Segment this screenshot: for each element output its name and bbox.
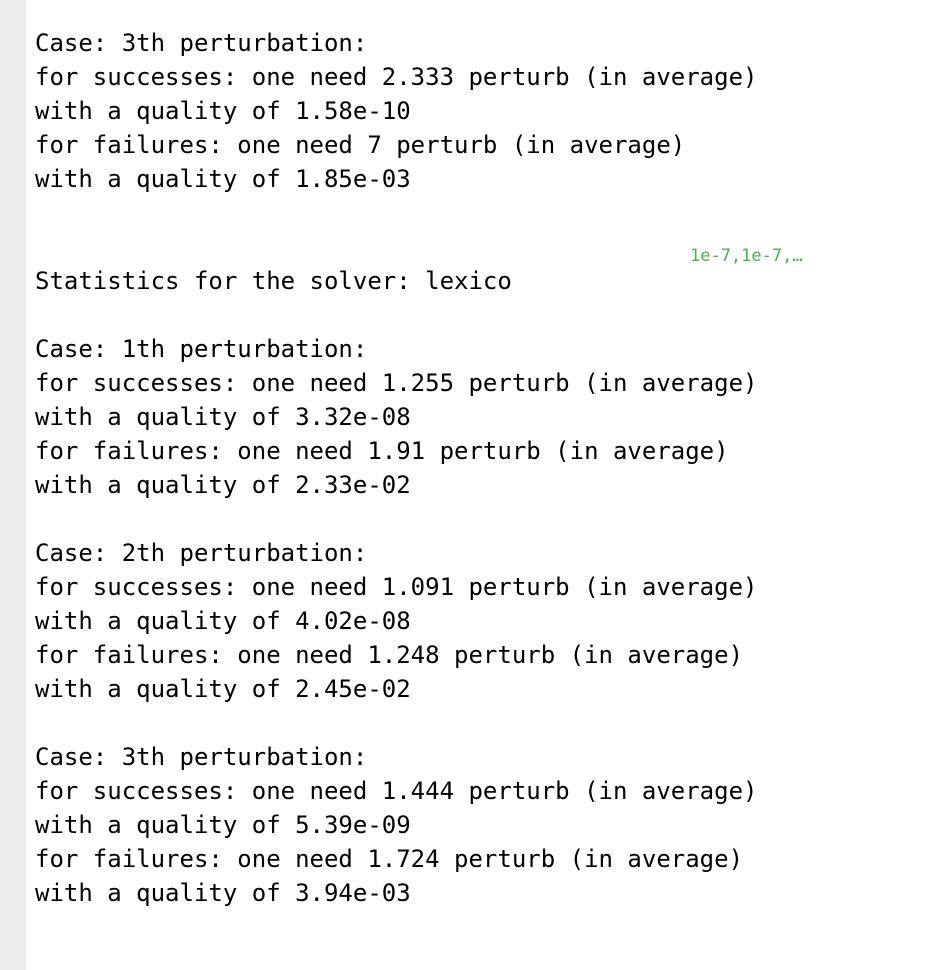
- successes-quality-line: with a quality of 4.02e-08: [35, 607, 411, 635]
- failures-quality-line: with a quality of 2.33e-02: [35, 471, 411, 499]
- cell-tag[interactable]: 1e-7,1e-7,…: [690, 246, 803, 266]
- failures-quality-line: with a quality of 1.85e-03: [35, 165, 411, 193]
- successes-line: for successes: one need 1.255 perturb (i…: [35, 369, 758, 397]
- failures-line: for failures: one need 1.724 perturb (in…: [35, 845, 744, 873]
- successes-line: for successes: one need 1.091 perturb (i…: [35, 573, 758, 601]
- successes-quality-line: with a quality of 3.32e-08: [35, 403, 411, 431]
- case-header: Case: 3th perturbation:: [35, 29, 368, 57]
- failures-quality-line: with a quality of 3.94e-03: [35, 879, 411, 907]
- case-header: Case: 3th perturbation:: [35, 743, 368, 771]
- cell-gutter: [0, 0, 26, 970]
- failures-line: for failures: one need 7 perturb (in ave…: [35, 131, 686, 159]
- cell-output: Case: 3th perturbation: for successes: o…: [35, 0, 905, 970]
- successes-line: for successes: one need 2.333 perturb (i…: [35, 63, 758, 91]
- case-header: Case: 1th perturbation:: [35, 335, 368, 363]
- failures-line: for failures: one need 1.91 perturb (in …: [35, 437, 729, 465]
- successes-quality-line: with a quality of 5.39e-09: [35, 811, 411, 839]
- successes-line: for successes: one need 1.444 perturb (i…: [35, 777, 758, 805]
- solver-heading: Statistics for the solver: lexico: [35, 267, 512, 295]
- case-header: Case: 2th perturbation:: [35, 539, 368, 567]
- successes-quality-line: with a quality of 1.58e-10: [35, 97, 411, 125]
- failures-line: for failures: one need 1.248 perturb (in…: [35, 641, 744, 669]
- failures-quality-line: with a quality of 2.45e-02: [35, 675, 411, 703]
